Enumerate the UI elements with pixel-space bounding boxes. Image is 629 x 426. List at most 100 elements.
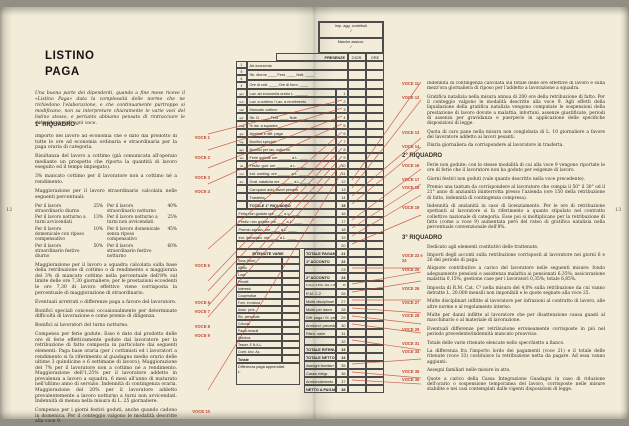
voce-text: Multe per danni inflitte al lavoratore c… bbox=[427, 313, 605, 324]
row-number: 14 bbox=[336, 193, 348, 201]
row-giorni-cell bbox=[348, 233, 366, 241]
voce-item: VOCE 14 Diaria giornaliera da corrispond… bbox=[402, 143, 607, 148]
overtime-left-value: 10% bbox=[93, 226, 103, 232]
month-cell: dic bbox=[236, 177, 247, 185]
row-label: % lav. a squadra bbox=[247, 121, 336, 129]
voce-item: Bonifici ai lavoratori del turno notturn… bbox=[35, 323, 210, 329]
row-number: 36 bbox=[336, 369, 348, 377]
payslip-row: 1° ACCONTO 22 bbox=[304, 257, 384, 265]
payslip-row: apr Str. D. ____ Fest. ____ Nott. ____ 4 bbox=[236, 113, 384, 121]
voce-label: VOCE 7 bbox=[194, 309, 210, 315]
row-number: 23 bbox=[336, 265, 348, 273]
payslip-row: Arrotond. precedente 30 bbox=[304, 321, 384, 329]
voce-text: Maggiorazione per il lavoro a squadra ca… bbox=[35, 262, 177, 296]
month-cell: mar bbox=[236, 105, 247, 113]
topbox-label: Imp. agg. contributi bbox=[334, 24, 368, 28]
row-giorni-cell bbox=[348, 89, 366, 97]
section-heading-2: 2° RIQUADRO bbox=[402, 152, 443, 159]
payslip-row: mar Mancato cottimo 3 bbox=[236, 105, 384, 113]
overtime-right-value: 25% bbox=[167, 215, 177, 221]
ritenute-value-cell bbox=[282, 257, 300, 264]
row-giorni-cell bbox=[348, 105, 366, 113]
row-giorni-cell bbox=[348, 353, 366, 361]
payslip-row: 23 bbox=[304, 265, 384, 273]
payslip-row: Premio anzian. ore ____ a L. ____ 18 bbox=[236, 225, 384, 233]
month-cell: feb bbox=[236, 97, 247, 105]
payslip-row: Trasferta 14 bbox=[236, 193, 384, 201]
row-ore-cell bbox=[366, 337, 384, 345]
row-number: 12 bbox=[336, 177, 348, 185]
row-giorni-cell bbox=[348, 377, 366, 385]
row-label: 1° ACCONTO bbox=[304, 257, 336, 265]
pre-rows: Ad economia Str. diurne ____ Fest. ____ … bbox=[247, 61, 384, 89]
row-ore-cell bbox=[366, 289, 384, 297]
row-number: 37 bbox=[336, 377, 348, 385]
row-label: Caropane add. lavori pesanti bbox=[247, 185, 336, 193]
voce-item: Maggiorazione per il lavoro a squadra ca… bbox=[35, 263, 210, 297]
row-number: 29 bbox=[336, 313, 348, 321]
row-ore-cell bbox=[366, 273, 384, 281]
overtime-left-value: 13% bbox=[93, 215, 103, 221]
row-number: 21 bbox=[336, 249, 348, 257]
ritenute-value-cell bbox=[282, 285, 300, 292]
row-label bbox=[236, 241, 336, 249]
contributions-box: Imp. agg. contributi / Marche assicur. / bbox=[318, 21, 384, 53]
ritenute-label: Autobus bbox=[236, 334, 282, 341]
presenze-label: PRESENZE bbox=[276, 53, 348, 61]
ritenute-row: Interessi bbox=[236, 285, 300, 292]
voce-label: VOCE 35 bbox=[402, 368, 420, 374]
pre-row-ore-cell bbox=[366, 70, 384, 80]
voce-item: Bonifici speciali concessi occasionalmen… bbox=[35, 309, 210, 320]
row-label: TOTALE NETTO bbox=[304, 353, 336, 361]
ritenute-value-cell bbox=[282, 334, 300, 341]
voce-item: VOCE 17 Giorni festivi non goduti (vale … bbox=[402, 177, 607, 182]
voce-item: Risultanza del lavoro a cottimo (già com… bbox=[35, 154, 210, 171]
ritenute-value-cell bbox=[282, 278, 300, 285]
row-label: R.M. C.2 bbox=[304, 289, 336, 297]
row-giorni-cell bbox=[348, 257, 366, 265]
voce-item: VOCE 11 Indennità di contingenza calcola… bbox=[402, 81, 607, 92]
payslip-row: nov Ind. conting. ore ______ a L. ____ 1… bbox=[236, 169, 384, 177]
row-ore-cell bbox=[366, 241, 384, 249]
ritenute-row: Contr. Anz. Az. bbox=[236, 348, 300, 355]
payslip-row: giu Arretrati e diff. paga 6 bbox=[236, 129, 384, 137]
month-cell: giu bbox=[236, 129, 247, 137]
voce-text: Multe disciplinari inflitte al lavorator… bbox=[427, 299, 605, 310]
overtime-left-label: Per il lavoro notturno a turni avvicenda… bbox=[35, 215, 86, 226]
page-number-left: 12 bbox=[6, 207, 13, 213]
row-giorni-cell bbox=[348, 113, 366, 121]
row-number: 33 bbox=[336, 345, 348, 353]
rows-block-3: TOTALE PAGAMENTI 21 1° ACCONTO 22 23 2° … bbox=[304, 249, 384, 393]
ritenute-value-cell bbox=[282, 341, 300, 348]
ritenute-label: Cooperativa bbox=[236, 292, 282, 299]
row-giorni-cell bbox=[348, 305, 366, 313]
payslip-row: Festiv. non godute ore ____ a L. ____ 17 bbox=[236, 217, 384, 225]
voce-label: VOCE 5 bbox=[194, 263, 210, 269]
row-ore-cell bbox=[366, 313, 384, 321]
voce-text: Importo del lavoro ad economia che è dat… bbox=[35, 134, 177, 151]
row-giorni-cell bbox=[348, 329, 366, 337]
row-number: 19 bbox=[336, 233, 348, 241]
ritenute-label: Assic. pers. bbox=[236, 306, 282, 313]
voce-label: VOCE 34 bbox=[402, 349, 420, 355]
row-ore-cell bbox=[366, 321, 384, 329]
row-label: Multe per danni bbox=[304, 305, 336, 313]
ritenute-title: RITENUTE VARIE bbox=[236, 249, 300, 257]
ritenute-label: Contr. Anz. Az. bbox=[236, 348, 282, 355]
voce-label: VOCE 22 e 24 bbox=[402, 253, 423, 264]
row-label: TOTALE PAGAMENTI bbox=[304, 249, 336, 257]
presenze-header: PRESENZE GIOR. ORE bbox=[276, 53, 384, 61]
payslip-table: Imp. agg. contributi / Marche assicur. /… bbox=[236, 21, 384, 393]
intro-paragraph: Una buona parte dei dipendenti, quando a… bbox=[35, 91, 185, 126]
payslip-row: R.M. C.2 26 bbox=[304, 289, 384, 297]
payslip-row: NETTO A PAGARE 38 bbox=[304, 385, 384, 393]
left-text-column: Importo del lavoro ad economia che è dat… bbox=[35, 134, 210, 426]
row-ore-cell bbox=[366, 217, 384, 225]
payslip-row: Ind. licenziam. ore ____ a L. ____ 19 bbox=[236, 233, 384, 241]
overtime-left-value: 50% bbox=[93, 243, 103, 249]
payslip-row: TOTALE RITENUTE 33 bbox=[304, 345, 384, 353]
row-label: Riten. varie bbox=[304, 329, 336, 337]
row-giorni-cell bbox=[348, 289, 366, 297]
voce-text: Indennità di contingenza calcolata sul t… bbox=[427, 81, 605, 92]
row-label: Bonifici per lav. notturno bbox=[247, 145, 336, 153]
